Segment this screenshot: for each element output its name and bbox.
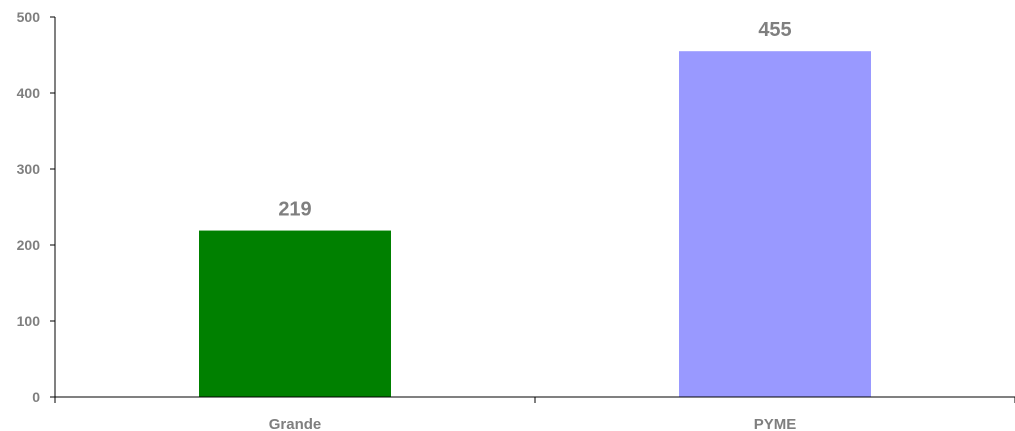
bar-grande [199, 230, 391, 397]
x-category-label: PYME [754, 416, 797, 431]
y-tick-label: 500 [17, 9, 41, 25]
y-tick-label: 100 [17, 313, 41, 329]
y-tick-label: 300 [17, 161, 41, 177]
y-axis-ticks: 0 100 200 300 400 500 [17, 9, 55, 405]
bars [199, 51, 871, 397]
data-label-grande: 219 [278, 199, 311, 221]
y-tick-label: 200 [17, 237, 41, 253]
x-axis-ticks: Grande PYME [54, 397, 1015, 431]
x-category-label: Grande [269, 416, 322, 431]
y-tick-label: 400 [17, 85, 41, 101]
data-labels: 219 455 [278, 19, 791, 220]
bar-pyme [679, 51, 871, 397]
y-tick-label: 0 [32, 389, 40, 405]
data-label-pyme: 455 [758, 19, 791, 41]
